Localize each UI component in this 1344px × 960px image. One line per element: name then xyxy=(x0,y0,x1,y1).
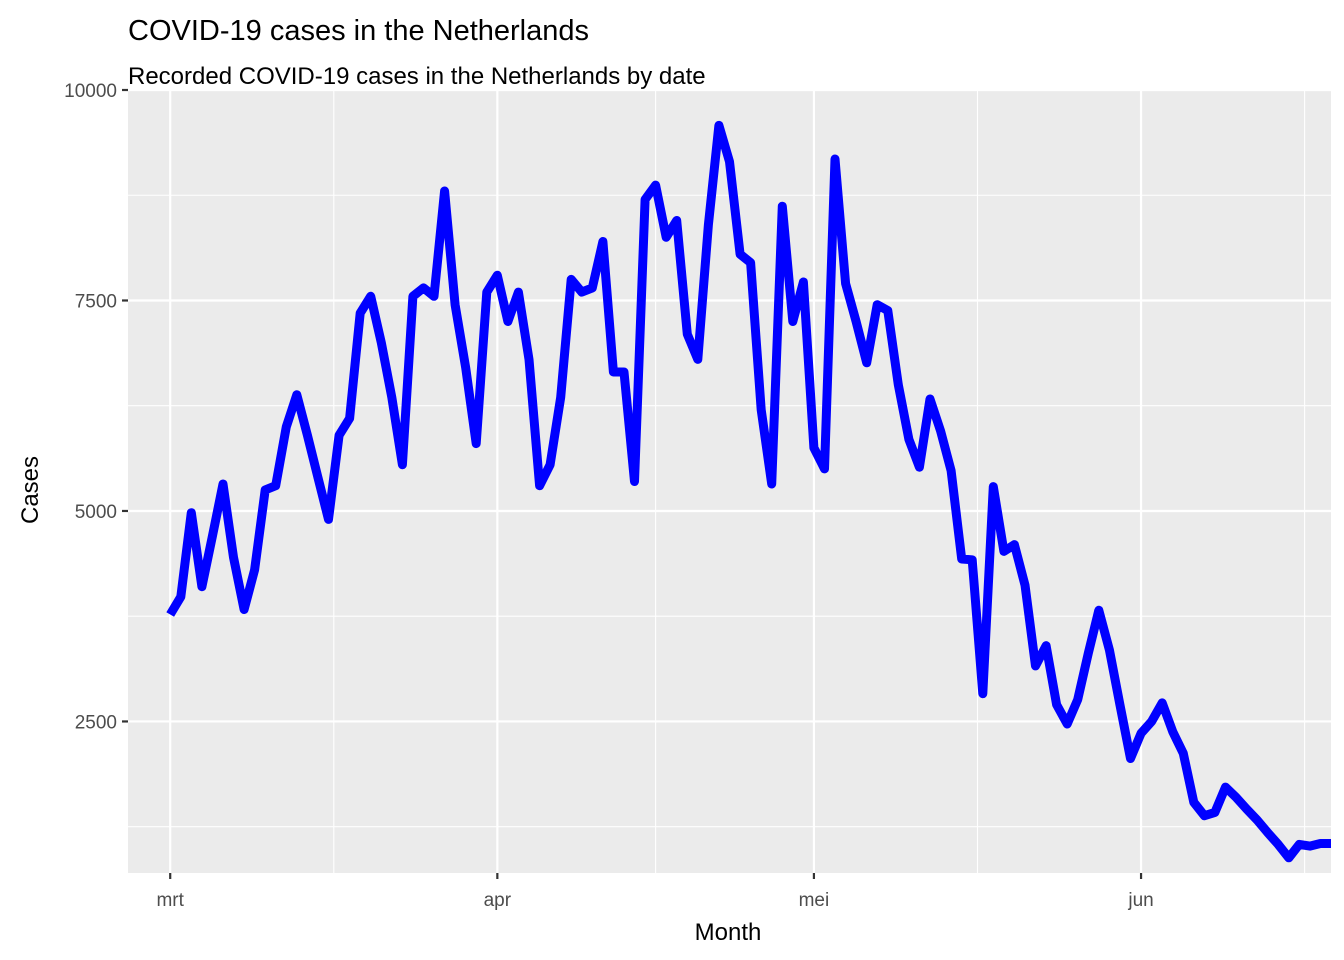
y-tick-label: 7500 xyxy=(75,291,117,312)
y-tick-label: 2500 xyxy=(75,712,117,733)
x-axis-title: Month xyxy=(695,919,762,946)
x-tick-label: mei xyxy=(799,890,830,911)
y-tick-label: 10000 xyxy=(64,81,117,102)
y-tick-label: 5000 xyxy=(75,502,117,523)
x-tick-label: apr xyxy=(484,890,512,911)
y-axis: 2500 5000 7500 10000 xyxy=(64,81,128,733)
chart-title: COVID-19 cases in the Netherlands xyxy=(128,15,589,47)
series-line xyxy=(166,120,1331,863)
chart-subtitle: Recorded COVID-19 cases in the Netherlan… xyxy=(128,63,706,90)
x-tick-label: mrt xyxy=(156,890,184,911)
plot-panel xyxy=(128,90,1331,873)
series-layer xyxy=(166,120,1331,863)
y-axis-title: Cases xyxy=(17,456,44,524)
x-tick-label: jun xyxy=(1127,890,1153,911)
x-axis: mrt apr mei jun xyxy=(156,873,1154,911)
major-gridlines xyxy=(128,88,1331,873)
